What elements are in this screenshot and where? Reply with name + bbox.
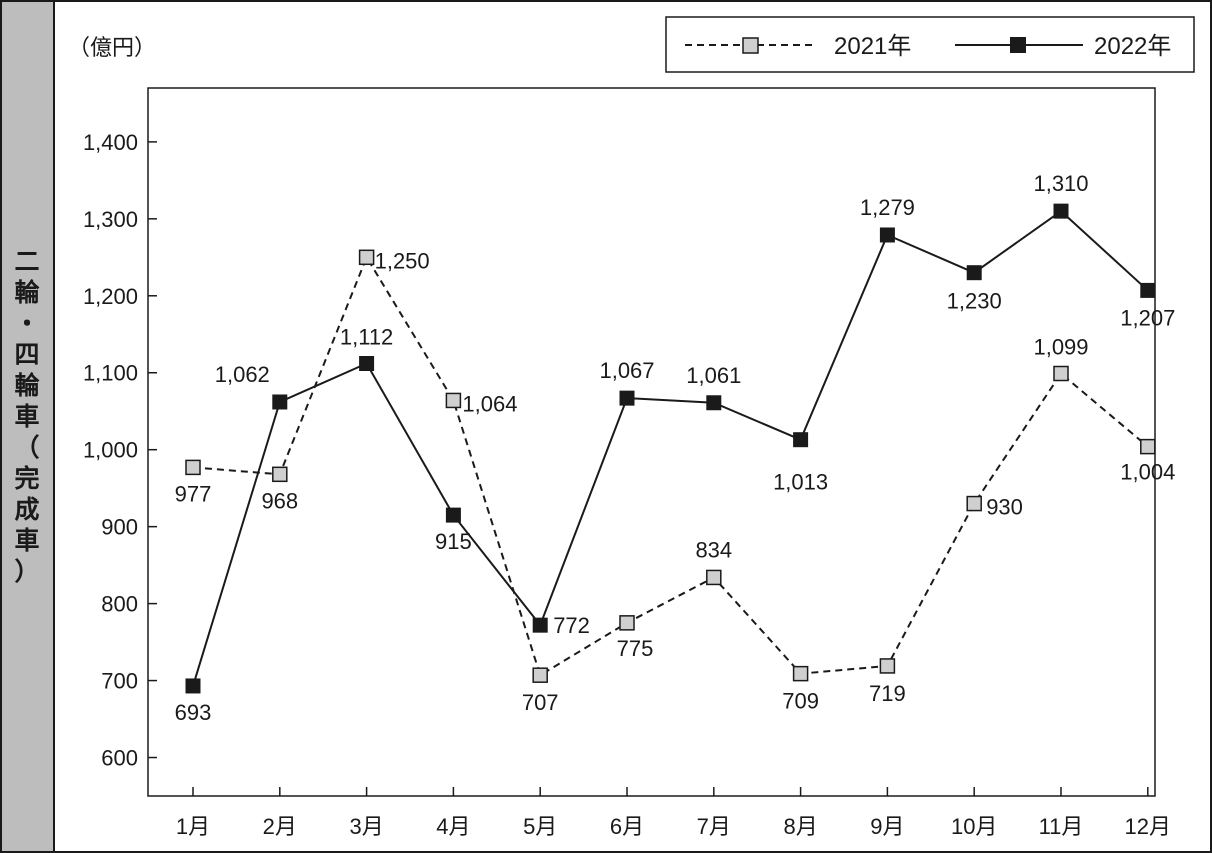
data-label: 719 [869,681,906,706]
y-tick-label: 800 [101,592,138,617]
side-label-char: 輪 [14,278,40,307]
series-2022: 693 1,062 1,112 915 772 1,067 1,061 1,013 1,279 1… [175,171,1176,725]
legend: 2021年 2022年 [665,16,1195,73]
data-label: 977 [175,481,212,506]
axes: 600 700 800 900 1,000 1,100 1,200 1,300 1,400 1月 2… [83,130,1171,839]
side-label-band [0,0,55,853]
y-tick-label: 1,200 [83,284,138,309]
data-label: 1,230 [947,289,1002,314]
series-2021: 977 968 1,250 1,064 707 775 834 709 719 930 1,099 1… [175,248,1176,715]
data-point [1140,438,1156,455]
data-point [532,617,548,633]
legend-label-2021: 2021年 [834,33,911,60]
data-point [879,658,896,674]
data-label: 930 [986,495,1023,520]
y-tick-label: 1,100 [83,361,138,386]
series-line [192,255,1149,677]
side-label-char: 輪 [14,371,40,400]
x-tick-label: 2月 [263,814,297,839]
x-tick-label: 12月 [1125,814,1171,839]
legend-marker-2021 [742,37,759,54]
x-tick-label: 9月 [870,814,904,839]
legend-label-2022: 2022年 [1094,33,1171,60]
data-label: 1,207 [1120,305,1175,330]
data-point [706,569,722,586]
data-label: 1,013 [773,470,828,495]
data-point [619,615,635,631]
legend-marker-2022 [1010,37,1026,53]
side-label-char: （ [14,433,39,462]
data-label: 1,062 [215,362,270,387]
data-point [445,392,462,409]
data-label: 1,061 [686,363,741,388]
data-point [445,507,461,523]
side-label-char: 二 [14,248,39,276]
data-label: 709 [782,689,819,714]
data-point [792,665,809,682]
x-tick-label: 8月 [783,814,817,839]
data-label: 1,279 [860,195,915,220]
series-line [192,209,1149,687]
x-tick-label: 6月 [610,814,644,839]
data-point [879,227,895,243]
data-label: 1,099 [1033,335,1088,360]
side-label-char: 完 [14,464,39,493]
side-label-char: 四 [14,341,39,369]
data-label: 915 [435,529,472,554]
x-tick-label: 5月 [523,814,557,839]
y-tick-label: 900 [101,515,138,540]
data-label: 834 [695,537,732,562]
x-tick-label: 10月 [951,814,997,839]
data-point [358,249,375,266]
side-label-char: ・ [14,310,39,338]
x-tick-label: 3月 [349,814,383,839]
x-tick-label: 7月 [697,814,731,839]
data-point [272,466,288,483]
x-tick-label: 1月 [176,814,210,839]
y-tick-label: 700 [101,669,138,694]
x-tick-label: 4月 [436,814,470,839]
data-point [619,390,635,406]
y-unit-label: （億円） [68,35,156,60]
data-point [185,678,201,694]
data-label: 1,250 [375,248,430,273]
side-label-char: 成 [14,496,39,524]
side-label-char: ） [14,557,39,586]
data-label: 775 [617,636,654,661]
data-point [185,459,201,476]
data-label: 1,067 [599,358,654,383]
data-point [1053,365,1069,382]
data-label: 693 [175,700,212,725]
data-point [272,394,288,410]
data-point [793,432,809,448]
y-tick-label: 1,300 [83,207,138,232]
data-point [532,667,548,683]
data-label: 707 [522,690,559,715]
data-label: 1,004 [1120,460,1175,485]
side-label: 二輪・四輪車（完成車） [14,248,40,586]
data-point [966,495,982,512]
data-point [359,356,375,372]
data-point [1053,203,1069,219]
x-tick-label: 11月 [1039,814,1084,839]
side-label-char: 車 [14,527,39,555]
y-tick-label: 1,400 [83,130,138,155]
y-tick-label: 600 [101,746,138,771]
data-point [706,395,722,411]
y-tick-label: 1,000 [83,438,138,463]
data-label: 968 [261,488,298,513]
data-point [1140,282,1156,298]
data-point [966,265,982,281]
data-label: 1,064 [462,391,517,416]
side-label-char: 車 [14,403,39,431]
data-label: 772 [553,613,590,638]
data-label: 1,112 [340,325,393,350]
data-label: 1,310 [1033,171,1088,196]
